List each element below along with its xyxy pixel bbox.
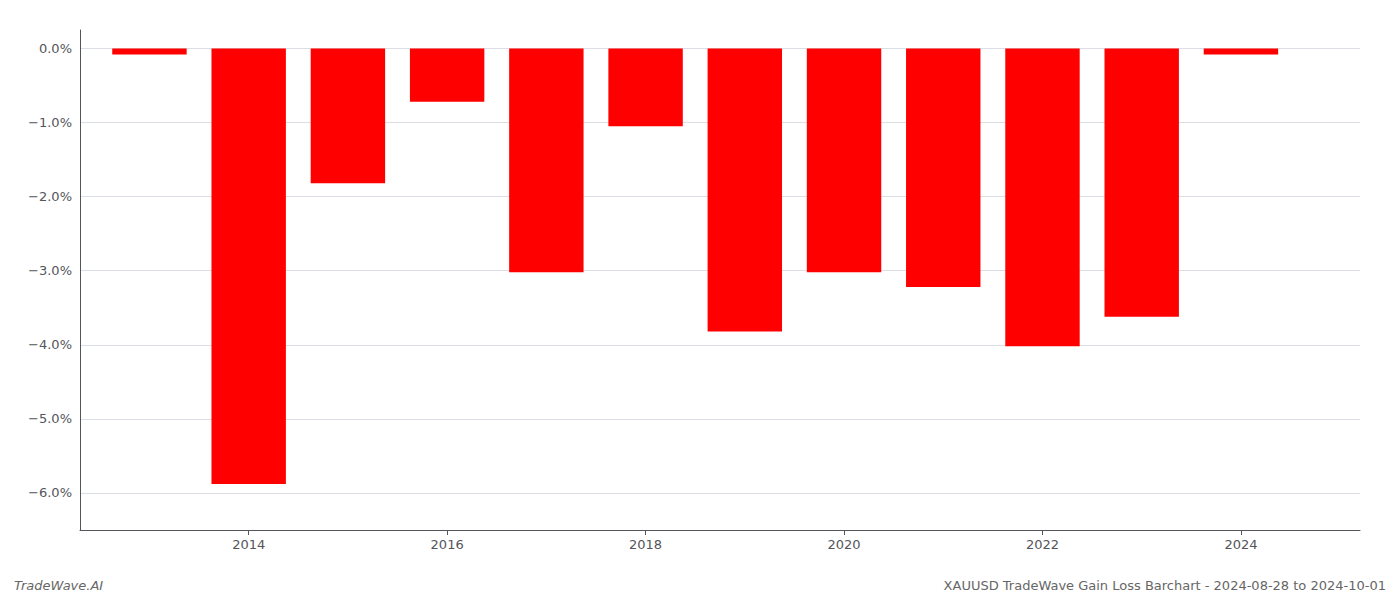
svg-text:−2.0%: −2.0%: [28, 189, 72, 204]
svg-text:−3.0%: −3.0%: [28, 263, 72, 278]
svg-text:XAUUSD TradeWave Gain Loss Bar: XAUUSD TradeWave Gain Loss Barchart - 20…: [944, 578, 1386, 593]
svg-text:2020: 2020: [827, 537, 860, 552]
svg-text:−1.0%: −1.0%: [28, 115, 72, 130]
svg-text:2016: 2016: [431, 537, 464, 552]
svg-text:2022: 2022: [1026, 537, 1059, 552]
svg-text:TradeWave.AI: TradeWave.AI: [14, 578, 103, 593]
svg-text:2018: 2018: [629, 537, 662, 552]
svg-text:2014: 2014: [232, 537, 265, 552]
svg-text:2024: 2024: [1224, 537, 1257, 552]
svg-text:−6.0%: −6.0%: [28, 485, 72, 500]
svg-text:0.0%: 0.0%: [39, 41, 72, 56]
svg-text:−4.0%: −4.0%: [28, 337, 72, 352]
svg-text:−5.0%: −5.0%: [28, 411, 72, 426]
